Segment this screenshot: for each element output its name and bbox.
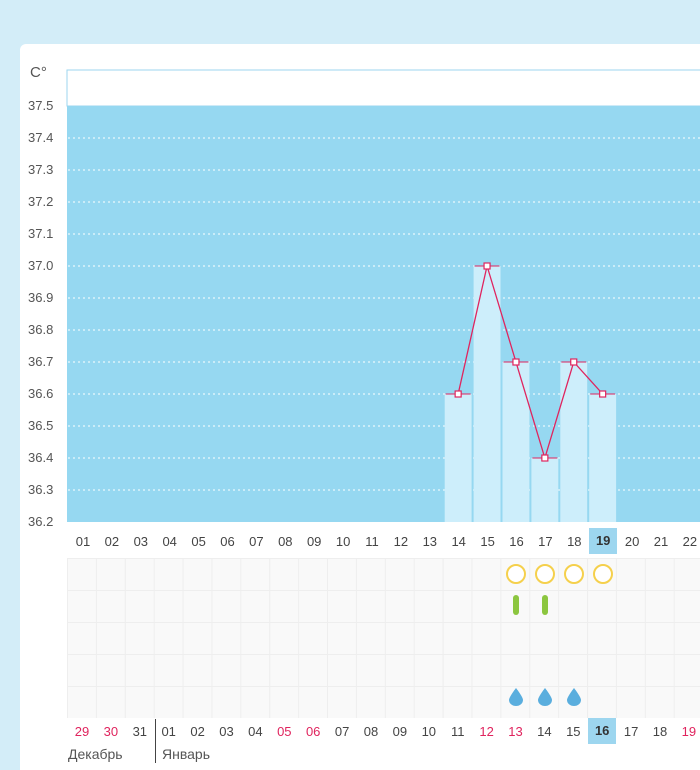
y-tick-label: 37.2 [28,194,54,209]
cycle-day-label[interactable]: 06 [305,724,321,739]
y-tick-label: 37.1 [28,226,54,241]
temperature-chart [66,69,700,522]
cycle-day-row: 29 30 31 01 02 03 04 05 06 07 08 09 10 11 12 13 14 15 16 17… [0,718,700,748]
cycle-day-label[interactable]: 11 [450,724,465,739]
temperature-line [457,263,604,461]
y-tick-label: 36.5 [28,418,54,433]
cycle-day-label[interactable]: 03 [219,724,234,739]
y-tick-label: 37.0 [28,258,54,273]
cycle-day-label[interactable]: 30 [103,724,119,739]
date-label[interactable]: 17 [538,534,553,549]
ovulation-circle-icon[interactable] [505,564,526,584]
pill-icon[interactable] [512,595,519,615]
y-tick-label: 36.7 [28,354,54,369]
temperature-point [512,358,520,366]
date-label[interactable]: 20 [624,534,640,549]
y-tick-label: 37.3 [28,162,54,177]
temperature-point [541,454,549,462]
cycle-day-label[interactable]: 01 [161,724,176,739]
temperature-point [483,262,491,270]
plot-top-strip [66,69,700,107]
drop-icon[interactable] [566,688,581,706]
cycle-day-label[interactable]: 10 [421,724,437,739]
cycle-day-label[interactable]: 15 [566,724,581,739]
cycle-day-label[interactable]: 08 [363,724,379,739]
y-tick-label: 36.8 [28,322,54,337]
temperature-bar [444,394,472,522]
date-label[interactable]: 19 [589,528,618,554]
y-tick-label: 36.6 [28,386,54,401]
date-label[interactable]: 09 [306,534,322,549]
cycle-day-label[interactable]: 12 [479,724,494,739]
pill-icon[interactable] [541,595,548,615]
date-label[interactable]: 12 [393,534,409,549]
cycle-day-label[interactable]: 19 [681,724,697,739]
ovulation-circle-icon[interactable] [563,564,584,584]
date-label[interactable]: 10 [335,534,351,549]
date-label[interactable]: 02 [104,534,120,549]
date-label[interactable]: 04 [162,534,177,549]
date-label[interactable]: 14 [451,534,466,549]
date-label[interactable]: 13 [422,534,438,549]
cycle-day-label[interactable]: 09 [392,724,408,739]
date-label[interactable]: 06 [220,534,235,549]
date-label[interactable]: 07 [249,534,264,549]
cycle-day-label[interactable]: 13 [508,724,523,739]
unit-label: C° [30,64,47,81]
month-label-december: Декабрь [68,746,123,762]
date-label[interactable]: 03 [133,534,149,549]
date-label[interactable]: 22 [682,534,698,549]
cycle-day-label[interactable]: 02 [190,724,205,739]
date-label[interactable]: 11 [365,534,379,549]
date-label[interactable]: 15 [480,534,495,549]
drop-icon[interactable] [537,688,552,706]
month-separator [155,719,156,763]
date-label[interactable]: 05 [191,534,206,549]
ovulation-circle-icon[interactable] [592,564,613,584]
date-label[interactable]: 16 [509,534,524,549]
temperature-point [454,390,462,398]
y-tick-label: 37.5 [28,98,54,113]
temperature-bar [560,362,588,522]
cycle-day-label[interactable]: 29 [74,724,90,739]
date-label[interactable]: 08 [278,534,293,549]
cycle-day-label[interactable]: 16 [588,718,617,744]
cycle-day-label[interactable]: 07 [334,724,350,739]
temperature-point [599,390,607,398]
drop-icon[interactable] [508,688,523,706]
cycle-day-label[interactable]: 04 [248,724,263,739]
month-label-january: Январь [162,746,210,762]
y-tick-label: 36.3 [28,482,54,497]
temperature-bar [589,394,617,522]
cycle-day-label[interactable]: 05 [277,724,292,739]
date-label[interactable]: 21 [653,534,669,549]
ovulation-circle-icon[interactable] [534,564,555,584]
temperature-point [570,358,578,366]
month-row: Декабрь Январь [0,744,700,770]
date-axis: 01 02 03 04 05 06 07 08 09 10 11 12 13 14 15 16 17 18 19 20… [0,528,700,558]
temperature-bar [473,266,501,522]
cycle-day-label[interactable]: 18 [652,724,668,739]
y-tick-label: 36.4 [28,450,54,465]
cycle-day-label[interactable]: 14 [537,724,552,739]
temperature-bar [531,458,559,522]
cycle-day-label[interactable]: 31 [132,724,148,739]
y-tick-label: 36.2 [28,514,54,529]
cycle-day-label[interactable]: 17 [623,724,639,739]
temperature-bar [502,362,530,522]
date-label[interactable]: 18 [567,534,582,549]
y-tick-label: 36.9 [28,290,54,305]
y-tick-label: 37.4 [28,130,54,145]
date-label[interactable]: 01 [75,534,91,549]
symptom-grid [67,558,700,718]
